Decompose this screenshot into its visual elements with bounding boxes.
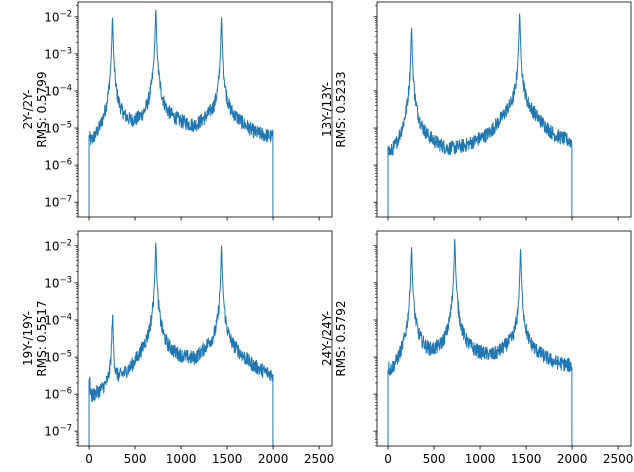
series-line: [387, 13, 573, 217]
y-tick-label: 10−4: [44, 312, 72, 327]
series-line: [387, 238, 573, 446]
axes-frame: [77, 230, 333, 447]
y-axis-label: 2Y-/2Y-RMS: 0.5799: [21, 71, 49, 147]
x-tick-label: 1000: [465, 452, 496, 466]
y-tick-label: 10−2: [44, 238, 72, 253]
y-axis-label: 19Y-/19Y-RMS: 0.5517: [21, 300, 49, 376]
x-tick-label: 1000: [166, 452, 197, 466]
x-tick-label: 1500: [212, 452, 243, 466]
y-tick-label: 10−4: [44, 83, 72, 98]
subplot-2: 13Y-/13Y-RMS: 0.5233: [320, 1, 632, 221]
x-tick-label: 2000: [258, 452, 289, 466]
y-tick-label: 10−5: [44, 350, 72, 365]
y-tick-label: 10−6: [44, 158, 72, 173]
y-tick-label: 10−7: [44, 195, 72, 210]
y-tick-label: 10−3: [44, 46, 72, 61]
x-tick-label: 0: [384, 452, 392, 466]
x-tick-label: 0: [85, 452, 93, 466]
y-tick-label: 10−6: [44, 387, 72, 402]
x-tick-label: 500: [423, 452, 446, 466]
y-tick-label: 10−5: [44, 121, 72, 136]
y-axis-label: 13Y-/13Y-RMS: 0.5233: [320, 71, 348, 147]
x-tick-label: 500: [124, 452, 147, 466]
axes-frame: [376, 230, 632, 447]
subplot-4: 0 500 1000 1500 2000 2500 24Y-/24Y-RMS: 0.5792: [320, 230, 634, 466]
x-tick-label: 2500: [304, 452, 335, 466]
subplot-3: 0 500 1000 1500 2000 2500 10−7 10−6 10−5 10−4 10−3…: [21, 230, 335, 466]
series-line: [88, 242, 274, 446]
subplot-1: 10−7 10−6 10−5 10−4 10−3 10−2 2Y-/2Y-RMS: 0.57…: [21, 1, 333, 221]
x-tick-label: 2500: [603, 452, 634, 466]
axes-frame: [376, 1, 632, 218]
x-tick-label: 1500: [511, 452, 542, 466]
axes-frame: [77, 1, 333, 218]
y-tick-label: 10−7: [44, 424, 72, 439]
y-tick-label: 10−2: [44, 9, 72, 24]
y-tick-label: 10−3: [44, 275, 72, 290]
series-line: [88, 9, 274, 217]
y-axis-label: 24Y-/24Y-RMS: 0.5792: [320, 300, 348, 376]
x-tick-label: 2000: [557, 452, 588, 466]
